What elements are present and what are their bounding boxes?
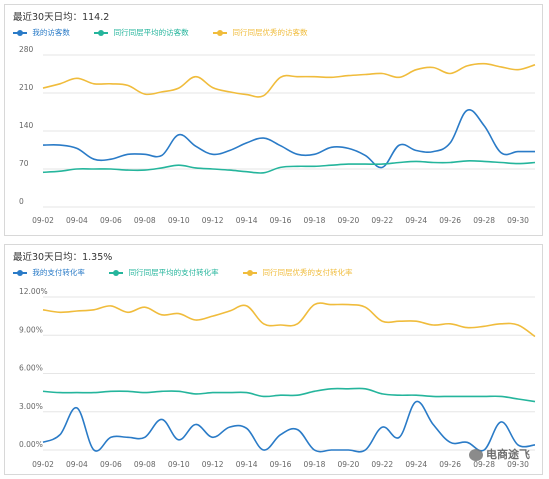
x-tick-label: 09-12	[202, 460, 224, 469]
series-line-3	[42, 62, 536, 98]
x-tick-label: 09-24	[405, 216, 427, 225]
x-tick-label: 09-10	[168, 460, 190, 469]
x-tick-label: 09-14	[236, 460, 258, 469]
x-tick-label: 09-30	[507, 216, 529, 225]
x-tick-label: 09-06	[100, 460, 122, 469]
y-tick-label: 0.00%	[19, 440, 43, 449]
x-tick-label: 09-28	[473, 460, 495, 469]
legend-label: 我的支付转化率	[32, 268, 85, 277]
x-tick-label: 09-22	[371, 216, 393, 225]
legend-marker-icon	[13, 30, 27, 36]
x-tick-label: 09-28	[473, 216, 495, 225]
y-tick-label: 3.00%	[19, 402, 43, 411]
x-tick-label: 09-18	[304, 460, 326, 469]
y-tick-label: 140	[19, 121, 34, 130]
watermark: 电商途飞	[469, 446, 530, 462]
x-tick-label: 09-08	[134, 216, 156, 225]
x-tick-label: 09-02	[32, 216, 54, 225]
x-tick-label: 09-22	[371, 460, 393, 469]
legend-marker-icon	[13, 270, 27, 276]
conversion-line-chart: 0.00% 3.00% 6.00% 9.00% 12.00% 09-02 09-04 09-0…	[19, 287, 536, 469]
legend-item-peer-top-visitors[interactable]: 同行同层优秀的访客数	[213, 27, 307, 38]
chart-average-label: 最近30天日均：1.35%	[13, 252, 113, 263]
series-line-1	[42, 400, 536, 453]
chart-average-label: 最近30天日均：114.2	[13, 12, 110, 23]
chart-legend: 我的支付转化率 同行同层平均的支付转化率 同行同层优秀的支付转化率	[13, 267, 374, 279]
x-tick-label: 09-02	[32, 460, 54, 469]
x-tick-label: 09-16	[270, 460, 292, 469]
x-tick-label: 09-16	[270, 216, 292, 225]
conversion-chart-panel: 最近30天日均：1.35% 我的支付转化率 同行同层平均的支付转化率 同行同层优…	[4, 244, 543, 475]
x-tick-label: 09-30	[507, 460, 529, 469]
visitor-line-chart: 0 70 140 210 280 09-02 09-04 09-06 09-08 09-10 09-…	[19, 45, 536, 225]
legend-marker-icon	[109, 270, 124, 276]
x-tick-label: 09-26	[439, 460, 461, 469]
legend-label: 同行同层平均的访客数	[113, 28, 189, 37]
legend-label: 同行同层优秀的支付转化率	[262, 268, 353, 277]
legend-label: 同行同层优秀的访客数	[232, 28, 308, 37]
y-tick-label: 280	[19, 45, 34, 54]
wechat-icon	[469, 449, 483, 461]
x-tick-label: 09-10	[168, 216, 190, 225]
legend-label: 我的访客数	[32, 28, 70, 37]
series-line-2	[42, 160, 536, 174]
watermark-text: 电商途飞	[486, 448, 530, 461]
legend-label: 同行同层平均的支付转化率	[128, 268, 219, 277]
x-tick-label: 09-26	[439, 216, 461, 225]
y-tick-label: 6.00%	[19, 364, 43, 373]
legend-item-peer-average-conversion[interactable]: 同行同层平均的支付转化率	[109, 267, 219, 278]
y-tick-label: 70	[19, 159, 29, 168]
legend-item-peer-average-visitors[interactable]: 同行同层平均的访客数	[94, 27, 189, 38]
chart-legend: 我的访客数 同行同层平均的访客数 同行同层优秀的访客数	[13, 27, 329, 39]
x-tick-label: 09-04	[66, 460, 88, 469]
x-tick-label: 09-06	[100, 216, 122, 225]
x-tick-label: 09-20	[337, 460, 359, 469]
legend-item-peer-top-conversion[interactable]: 同行同层优秀的支付转化率	[243, 267, 352, 278]
x-tick-label: 09-18	[304, 216, 326, 225]
y-tick-label: 0	[19, 197, 24, 206]
series-line-1	[42, 109, 536, 169]
legend-marker-icon	[94, 30, 109, 36]
x-tick-label: 09-14	[236, 216, 258, 225]
y-tick-label: 12.00%	[19, 287, 48, 296]
y-tick-label: 9.00%	[19, 325, 43, 334]
x-tick-label: 09-08	[134, 460, 156, 469]
legend-marker-icon	[243, 270, 258, 276]
legend-item-my-visitors[interactable]: 我的访客数	[13, 27, 70, 38]
y-tick-label: 210	[19, 83, 34, 92]
series-line-2	[42, 387, 536, 403]
legend-marker-icon	[213, 30, 228, 36]
visitor-chart-panel: 最近30天日均：114.2 我的访客数 同行同层平均的访客数 同行同层优秀的访客…	[4, 4, 543, 236]
series-line-3	[42, 302, 536, 338]
x-tick-label: 09-04	[66, 216, 88, 225]
x-tick-label: 09-20	[337, 216, 359, 225]
x-tick-label: 09-12	[202, 216, 224, 225]
x-tick-label: 09-24	[405, 460, 427, 469]
legend-item-my-conversion[interactable]: 我的支付转化率	[13, 267, 85, 278]
